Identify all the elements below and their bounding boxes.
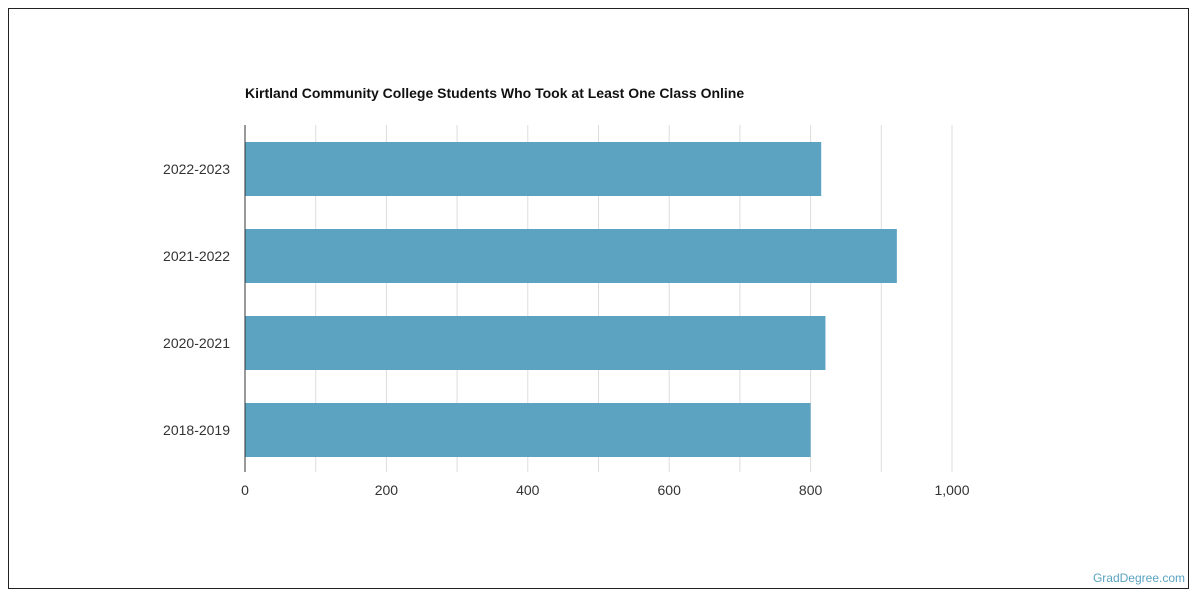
x-tick-label: 800 (799, 482, 823, 498)
y-tick-label: 2021-2022 (163, 248, 230, 264)
y-tick-label: 2020-2021 (163, 335, 230, 351)
bar (245, 229, 897, 283)
y-tick-label: 2018-2019 (163, 422, 230, 438)
x-tick-label: 400 (516, 482, 540, 498)
y-tick-label: 2022-2023 (163, 161, 230, 177)
bar (245, 142, 822, 196)
bar (245, 403, 811, 457)
x-tick-label: 200 (375, 482, 399, 498)
bar (245, 316, 826, 370)
x-tick-label: 600 (658, 482, 682, 498)
chart-title: Kirtland Community College Students Who … (245, 85, 745, 101)
watermark-link[interactable]: GradDegree.com (1092, 571, 1185, 585)
x-tick-label: 1,000 (934, 482, 969, 498)
x-tick-label: 0 (241, 482, 249, 498)
